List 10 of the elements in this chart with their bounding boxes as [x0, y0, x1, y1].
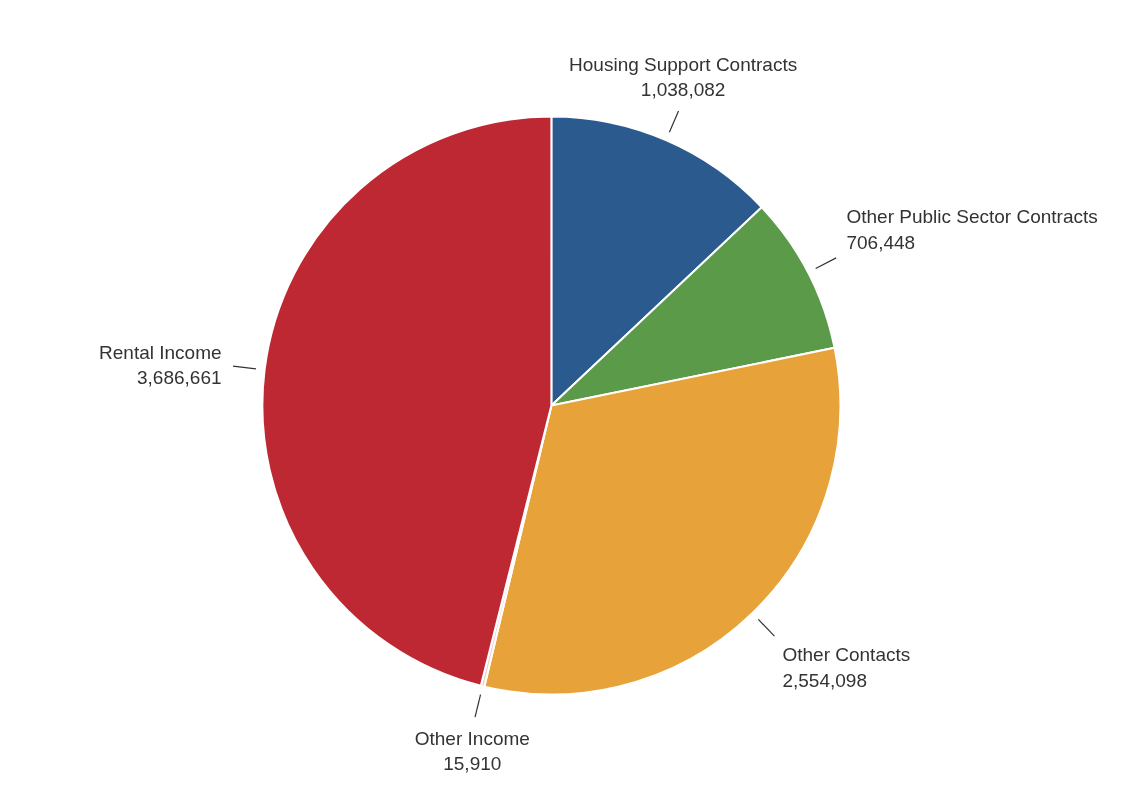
data-label: 706,448 — [846, 231, 916, 253]
slice-label: Rental Income — [99, 341, 222, 363]
data-label: 3,686,661 — [137, 366, 222, 388]
slice-label: Other Contacts — [782, 644, 911, 666]
data-label: 1,038,082 — [640, 79, 726, 101]
data-label: 15,910 — [443, 753, 502, 775]
slice-label: Other Income — [414, 728, 530, 750]
slice-label: Other Public Sector Contracts — [846, 206, 1098, 228]
slice-label: Housing Support Contracts — [569, 54, 798, 76]
data-label: 2,554,098 — [782, 669, 867, 691]
